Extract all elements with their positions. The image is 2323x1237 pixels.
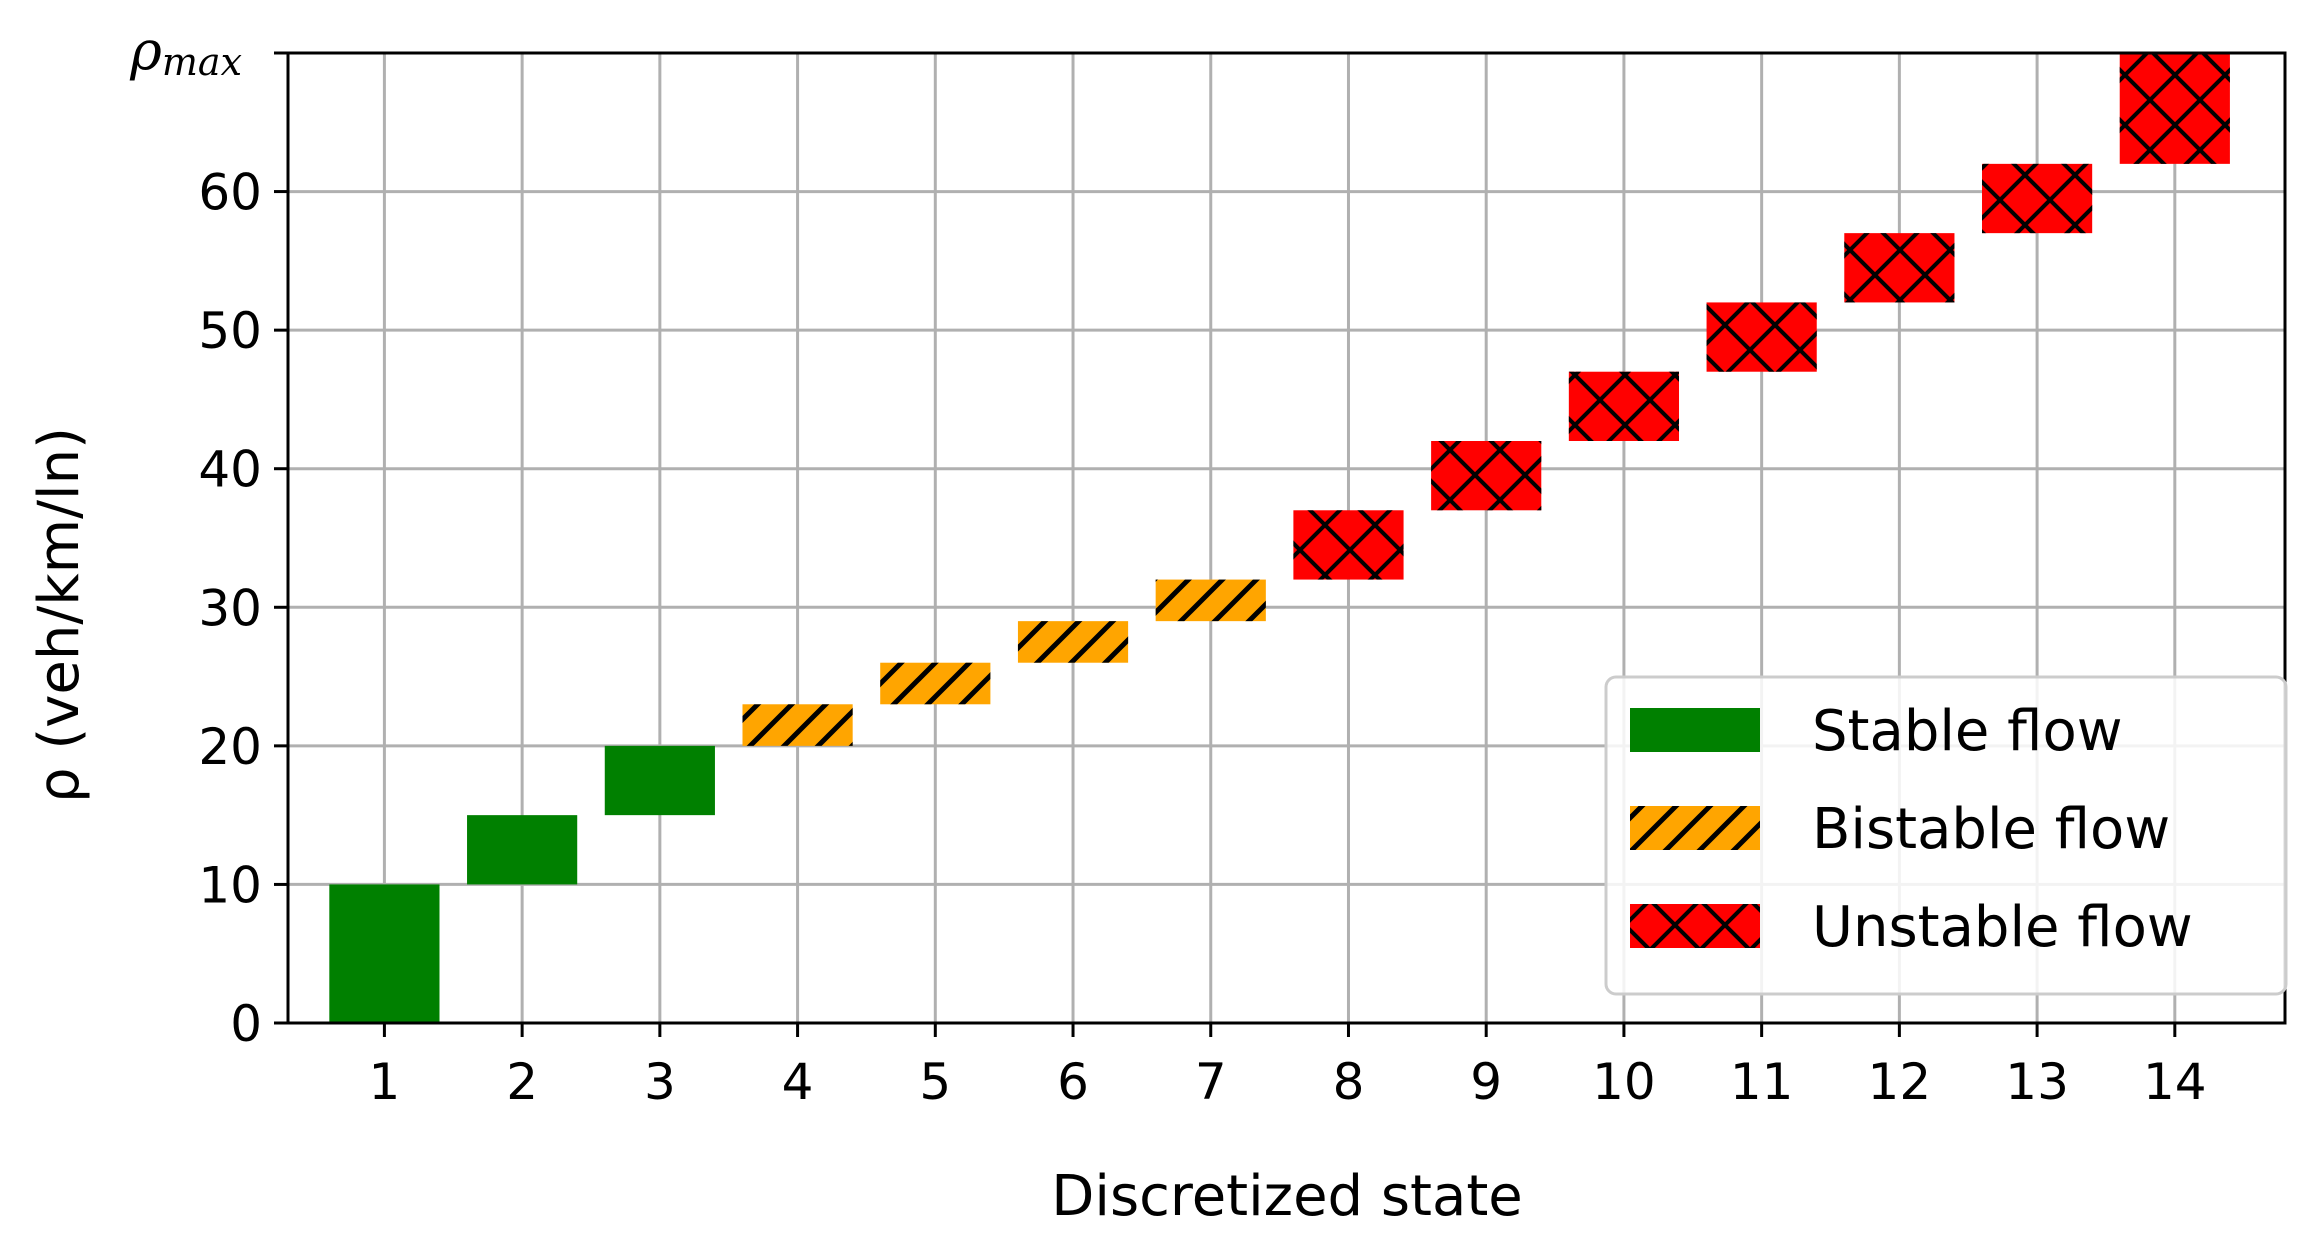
- x-tick-label: 11: [1730, 1053, 1794, 1111]
- legend-item: Bistable flow: [1630, 797, 2170, 862]
- bars: [329, 53, 2230, 1023]
- bar-hatch: [742, 704, 853, 746]
- bar-hatch: [1844, 233, 1955, 303]
- x-tick-label: 14: [2143, 1053, 2207, 1111]
- bar-hatch: [1431, 441, 1542, 511]
- bar-hatch: [2119, 53, 2230, 164]
- x-tick-label: 7: [1195, 1053, 1227, 1111]
- y-tick-label: 0: [230, 995, 262, 1053]
- legend-item: Unstable flow: [1630, 895, 2193, 960]
- bar: [329, 884, 440, 1023]
- legend: Stable flow Bistable flow Unstable flow: [1604, 675, 2288, 996]
- x-tick-label: 5: [919, 1053, 951, 1111]
- legend-swatch: [1630, 708, 1760, 752]
- rho-max-label: ρmax: [129, 19, 242, 84]
- legend-label: Stable flow: [1812, 699, 2123, 764]
- y-tick-label: 10: [198, 856, 262, 914]
- legend-swatch-hatch: [1630, 806, 1760, 850]
- legend-label: Bistable flow: [1812, 797, 2170, 862]
- x-tick-label: 3: [644, 1053, 676, 1111]
- bar: [467, 815, 578, 885]
- y-tick-label: 40: [198, 441, 262, 499]
- legend-item: Stable flow: [1630, 699, 2123, 764]
- x-tick-label: 4: [782, 1053, 814, 1111]
- bar-hatch: [1982, 163, 2093, 234]
- x-tick-label: 13: [2005, 1053, 2069, 1111]
- y-axis-label: ρ (veh/km/ln): [27, 427, 92, 803]
- bar-hatch: [1568, 371, 1680, 441]
- x-axis-label: Discretized state: [1051, 1164, 1522, 1229]
- bar-hatch: [1017, 621, 1129, 663]
- plot-frame: [286, 51, 2287, 1025]
- y-tick-label: 60: [198, 164, 262, 222]
- x-tick-label: 2: [506, 1053, 538, 1111]
- y-tick-label: 50: [198, 302, 262, 360]
- x-tick-label: 6: [1057, 1053, 1089, 1111]
- bar-hatch: [1293, 510, 1404, 580]
- legend-swatch-hatch: [1630, 904, 1760, 948]
- x-tick-label: 9: [1470, 1053, 1502, 1111]
- x-tick-label: 8: [1333, 1053, 1365, 1111]
- x-tick-label: 12: [1868, 1053, 1932, 1111]
- y-tick-label: 20: [198, 718, 262, 776]
- x-tick-label: 1: [369, 1053, 401, 1111]
- legend-frame: [1604, 675, 2288, 996]
- y-tick-label: 30: [198, 579, 262, 637]
- x-tick-label: 10: [1592, 1053, 1656, 1111]
- bar-hatch: [880, 662, 991, 705]
- legend-label: Unstable flow: [1812, 895, 2193, 960]
- bar: [604, 745, 715, 816]
- bar-hatch: [1706, 302, 1817, 372]
- bar-hatch: [1155, 579, 1266, 622]
